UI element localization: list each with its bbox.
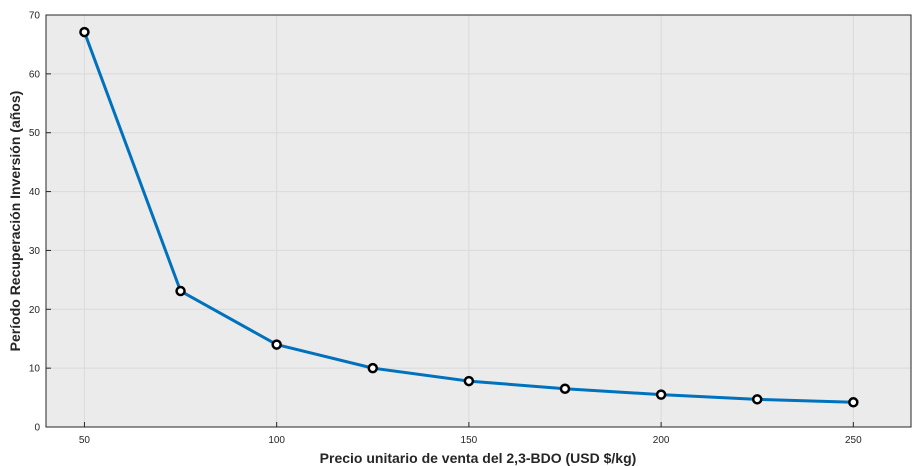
data-point <box>271 339 282 350</box>
data-point <box>175 285 186 297</box>
data-point <box>848 397 859 408</box>
axes <box>45 14 912 428</box>
data-point <box>559 383 571 394</box>
y-tick-label: 0 <box>34 423 40 434</box>
y-tick-label: 50 <box>29 128 41 139</box>
y-tick-label: 10 <box>29 364 41 375</box>
y-tick-label: 40 <box>29 187 41 198</box>
data-point <box>79 26 90 38</box>
x-tick-label: 150 <box>461 435 478 446</box>
x-axis-ticks: 50 100 150 200 250 <box>79 422 862 446</box>
y-axis-label: Período Recuperación Inversión (años) <box>7 91 23 352</box>
data-point <box>751 394 763 405</box>
axes-box <box>45 14 912 428</box>
y-axis-ticks: 0 10 20 30 40 50 60 70 <box>29 11 51 434</box>
data-point <box>463 375 475 387</box>
y-tick-label: 20 <box>29 305 41 316</box>
plot-area <box>46 15 911 427</box>
x-axis-label: Precio unitario de venta del 2,3-BDO (US… <box>320 450 637 466</box>
grid-lines <box>46 15 911 427</box>
x-tick-label: 50 <box>79 435 91 446</box>
x-tick-label: 250 <box>845 435 862 446</box>
x-tick-label: 100 <box>268 435 285 446</box>
x-tick-label: 200 <box>653 435 670 446</box>
series-layer <box>79 26 859 408</box>
y-tick-label: 60 <box>29 69 41 80</box>
y-tick-label: 70 <box>29 11 41 22</box>
data-point <box>367 362 379 374</box>
y-tick-label: 30 <box>29 246 41 257</box>
data-point <box>655 389 667 400</box>
